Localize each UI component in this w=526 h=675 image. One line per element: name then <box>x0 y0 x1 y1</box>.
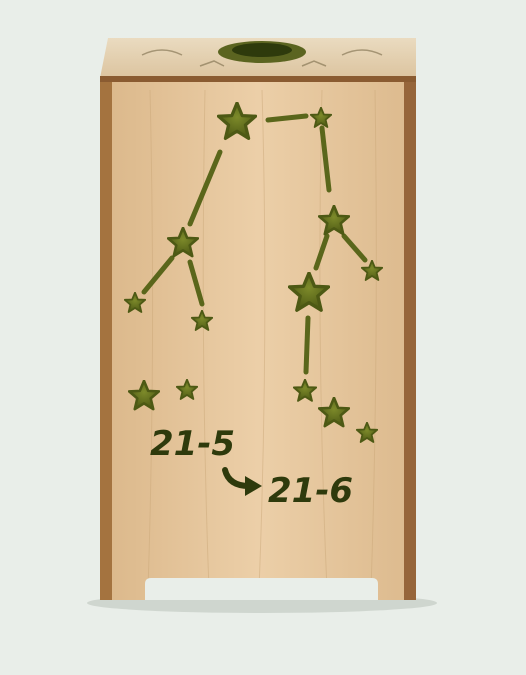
date-start-text: 21-5 <box>150 424 235 464</box>
curved-arrow-icon <box>222 467 262 496</box>
box-front-face <box>112 82 404 600</box>
box-foot-cutout <box>145 578 378 600</box>
wood-grain <box>147 89 377 591</box>
date-end-text: 21-6 <box>268 471 353 511</box>
constellation-lines <box>141 113 368 375</box>
box-left-edge <box>100 78 112 600</box>
box-right-edge <box>404 78 416 600</box>
box-top <box>100 38 416 78</box>
